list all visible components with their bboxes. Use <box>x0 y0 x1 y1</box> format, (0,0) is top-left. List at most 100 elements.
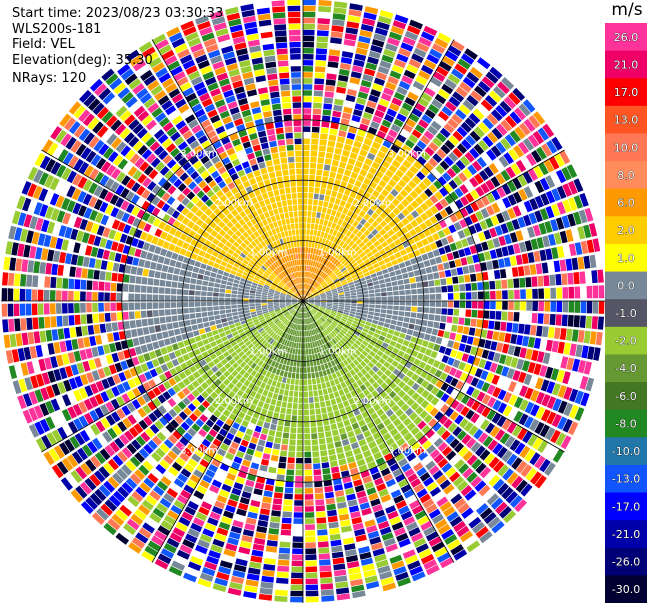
velocity-gate <box>303 235 306 241</box>
velocity-gate <box>243 301 249 305</box>
velocity-gate <box>305 312 308 319</box>
velocity-gate <box>330 37 342 45</box>
velocity-gate <box>446 234 455 244</box>
velocity-gate <box>466 540 481 553</box>
velocity-gate <box>539 338 547 351</box>
velocity-gate <box>152 310 159 317</box>
velocity-gate <box>321 115 331 122</box>
velocity-gate <box>416 240 424 249</box>
velocity-gate <box>311 280 315 286</box>
velocity-gate <box>349 284 355 289</box>
velocity-gate <box>415 75 428 86</box>
velocity-gate <box>475 416 485 427</box>
velocity-gate <box>525 277 532 288</box>
velocity-gate <box>449 367 457 377</box>
velocity-gate <box>532 130 545 145</box>
velocity-gate <box>303 337 306 343</box>
velocity-gate <box>435 400 445 410</box>
velocity-gate <box>303 126 311 132</box>
velocity-gate <box>402 353 411 361</box>
velocity-gate <box>288 390 294 397</box>
velocity-gate <box>408 323 415 330</box>
velocity-gate <box>215 278 222 284</box>
velocity-gate <box>335 231 342 238</box>
velocity-gate <box>213 334 221 341</box>
velocity-gate <box>320 127 329 134</box>
velocity-gate <box>325 491 335 499</box>
velocity-gate <box>338 247 344 254</box>
velocity-gate <box>152 341 160 350</box>
velocity-gate <box>153 278 160 286</box>
velocity-gate <box>545 190 556 204</box>
velocity-gate <box>335 282 341 286</box>
velocity-gate <box>323 322 329 328</box>
velocity-gate <box>339 277 346 282</box>
velocity-gate <box>386 250 394 257</box>
velocity-gate <box>304 325 307 331</box>
velocity-gate <box>315 60 326 67</box>
velocity-gate <box>325 497 335 505</box>
velocity-gate <box>503 510 517 524</box>
velocity-gate <box>255 531 267 539</box>
velocity-gate <box>400 543 414 554</box>
velocity-gate <box>295 482 303 488</box>
velocity-gate <box>407 379 415 387</box>
velocity-gate <box>310 310 315 315</box>
velocity-gate <box>335 581 349 589</box>
velocity-gate <box>492 331 500 341</box>
velocity-gate <box>321 281 326 286</box>
velocity-gate <box>372 83 383 92</box>
velocity-gate <box>314 304 320 307</box>
velocity-gate <box>2 319 9 333</box>
velocity-gate <box>419 192 429 201</box>
velocity-gate <box>562 371 571 385</box>
velocity-gate <box>327 326 333 332</box>
velocity-gate <box>333 478 342 486</box>
velocity-gate <box>504 333 512 343</box>
velocity-gate <box>331 372 338 380</box>
velocity-gate <box>344 33 357 41</box>
velocity-gate <box>425 327 433 334</box>
velocity-gate <box>514 499 527 513</box>
velocity-gate <box>433 321 440 329</box>
velocity-gate <box>423 525 436 537</box>
velocity-gate <box>163 338 171 346</box>
velocity-gate <box>318 270 323 276</box>
velocity-gate <box>406 64 419 74</box>
velocity-gate <box>329 196 336 204</box>
velocity-gate <box>405 306 411 312</box>
velocity-gate <box>519 385 528 397</box>
velocity-gate <box>433 272 440 279</box>
velocity-gate <box>314 296 321 299</box>
velocity-gate <box>475 198 485 209</box>
velocity-gate <box>309 330 313 336</box>
velocity-gate <box>511 219 520 230</box>
velocity-gate <box>329 332 335 338</box>
velocity-gate <box>331 209 337 217</box>
velocity-gate <box>313 199 318 206</box>
velocity-gate <box>44 276 51 288</box>
velocity-gate <box>202 280 209 286</box>
velocity-gate <box>164 302 171 309</box>
velocity-gate <box>399 249 407 256</box>
velocity-gate <box>249 295 255 299</box>
velocity-gate <box>354 103 365 111</box>
velocity-gate <box>261 502 271 510</box>
velocity-gate <box>310 421 317 427</box>
velocity-gate <box>111 322 119 332</box>
velocity-gate <box>508 148 519 161</box>
velocity-gate <box>455 380 464 390</box>
velocity-gate <box>315 175 322 182</box>
velocity-gate <box>86 280 93 290</box>
velocity-gate <box>370 203 378 212</box>
velocity-gate <box>340 381 347 389</box>
velocity-gate <box>213 292 219 297</box>
velocity-gate <box>303 259 305 265</box>
velocity-gate <box>368 311 374 316</box>
velocity-gate <box>251 494 262 502</box>
velocity-gate <box>203 322 210 328</box>
velocity-gate <box>304 506 314 512</box>
velocity-gate <box>123 274 130 283</box>
velocity-gate <box>134 293 141 301</box>
velocity-gate <box>268 528 279 535</box>
